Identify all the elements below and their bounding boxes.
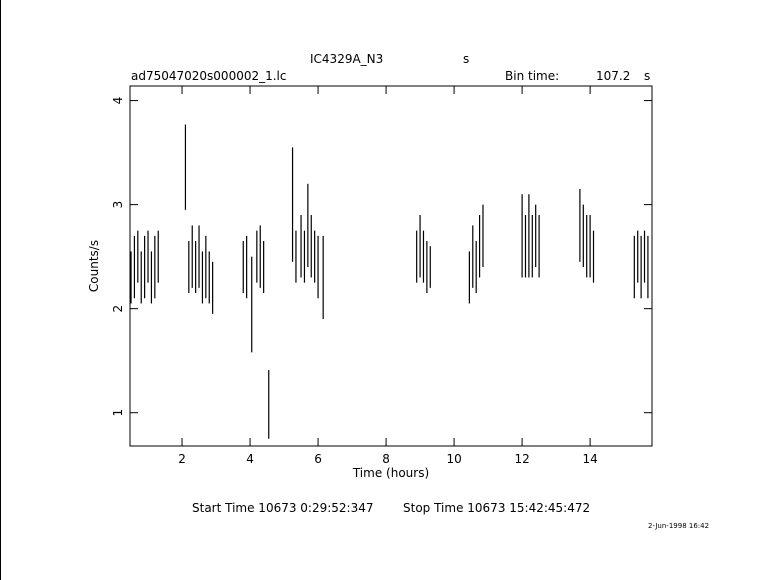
title-unit: s (463, 52, 469, 66)
y-tick-label: 2 (111, 305, 125, 313)
stop-time: Stop Time 10673 15:42:45:472 (403, 501, 590, 515)
file-name: ad75047020s000002_1.lc (131, 69, 287, 83)
chart-title: IC4329A_N3 (310, 52, 383, 66)
x-axis-label: Time (hours) (352, 466, 429, 480)
date: 2-Jun-1998 16:42 (648, 522, 709, 530)
y-tick-label: 1 (111, 409, 125, 417)
bin-time-label: Bin time: (505, 69, 559, 83)
x-tick-label: 12 (514, 452, 529, 466)
plot-frame (129, 85, 653, 447)
x-tick-label: 4 (246, 452, 254, 466)
x-tick-label: 14 (582, 452, 597, 466)
y-tick-label: 3 (111, 201, 125, 209)
y-axis-label: Counts/s (87, 240, 101, 292)
bin-time: 107.2 (596, 69, 630, 83)
bin-time-unit: s (644, 69, 650, 83)
x-tick-label: 8 (382, 452, 390, 466)
x-tick-label: 6 (314, 452, 322, 466)
x-tick-label: 2 (178, 452, 186, 466)
start-time: Start Time 10673 0:29:52:347 (192, 501, 374, 515)
x-tick-label: 10 (446, 452, 461, 466)
y-tick-label: 4 (111, 97, 125, 105)
